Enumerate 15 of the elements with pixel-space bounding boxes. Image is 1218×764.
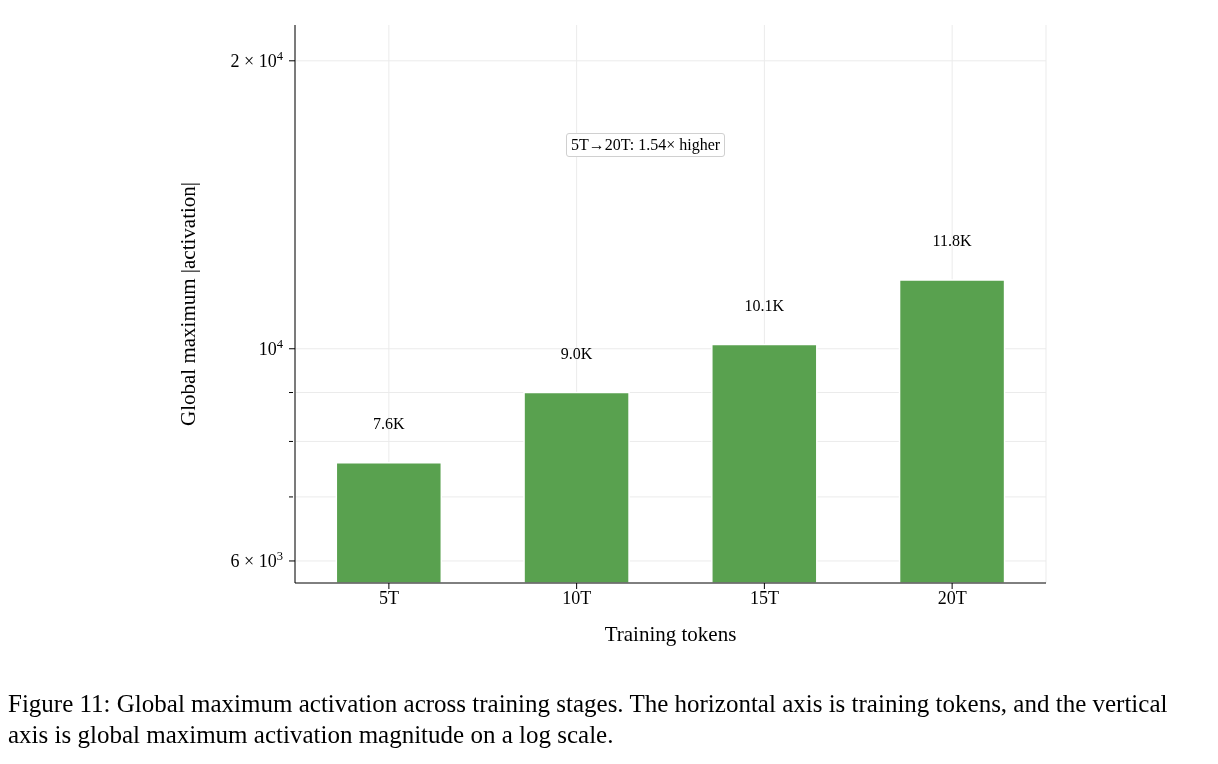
data-label: 9.0K xyxy=(560,344,593,362)
data-label: 7.6K xyxy=(373,414,406,432)
y-axis-title: Global maximum |activation| xyxy=(176,181,201,427)
x-tick-label: 15T xyxy=(749,587,779,608)
caption: Figure 11: Global maximum activation across training stages. The horizontal axis is training tokens, and the vertical axis is global maximum activation magnitude on a log scale. xyxy=(8,689,1169,750)
y-tick-label: 10$^{4}$ xyxy=(258,337,284,360)
y-tick-label: 2 × 10$^{4}$ xyxy=(230,49,284,72)
annotation: 5T→20T: 1.54× higher xyxy=(566,133,726,157)
y-tick-label: 6 × 10$^{3}$ xyxy=(230,549,283,572)
data-label: 11.8K xyxy=(932,231,972,249)
x-axis-title: Training tokens xyxy=(604,622,737,646)
x-tick-label: 10T xyxy=(562,587,592,608)
x-tick-label: 20T xyxy=(937,587,967,608)
x-tick-label: 5T xyxy=(378,587,399,608)
data-label: 10.1K xyxy=(744,296,785,314)
